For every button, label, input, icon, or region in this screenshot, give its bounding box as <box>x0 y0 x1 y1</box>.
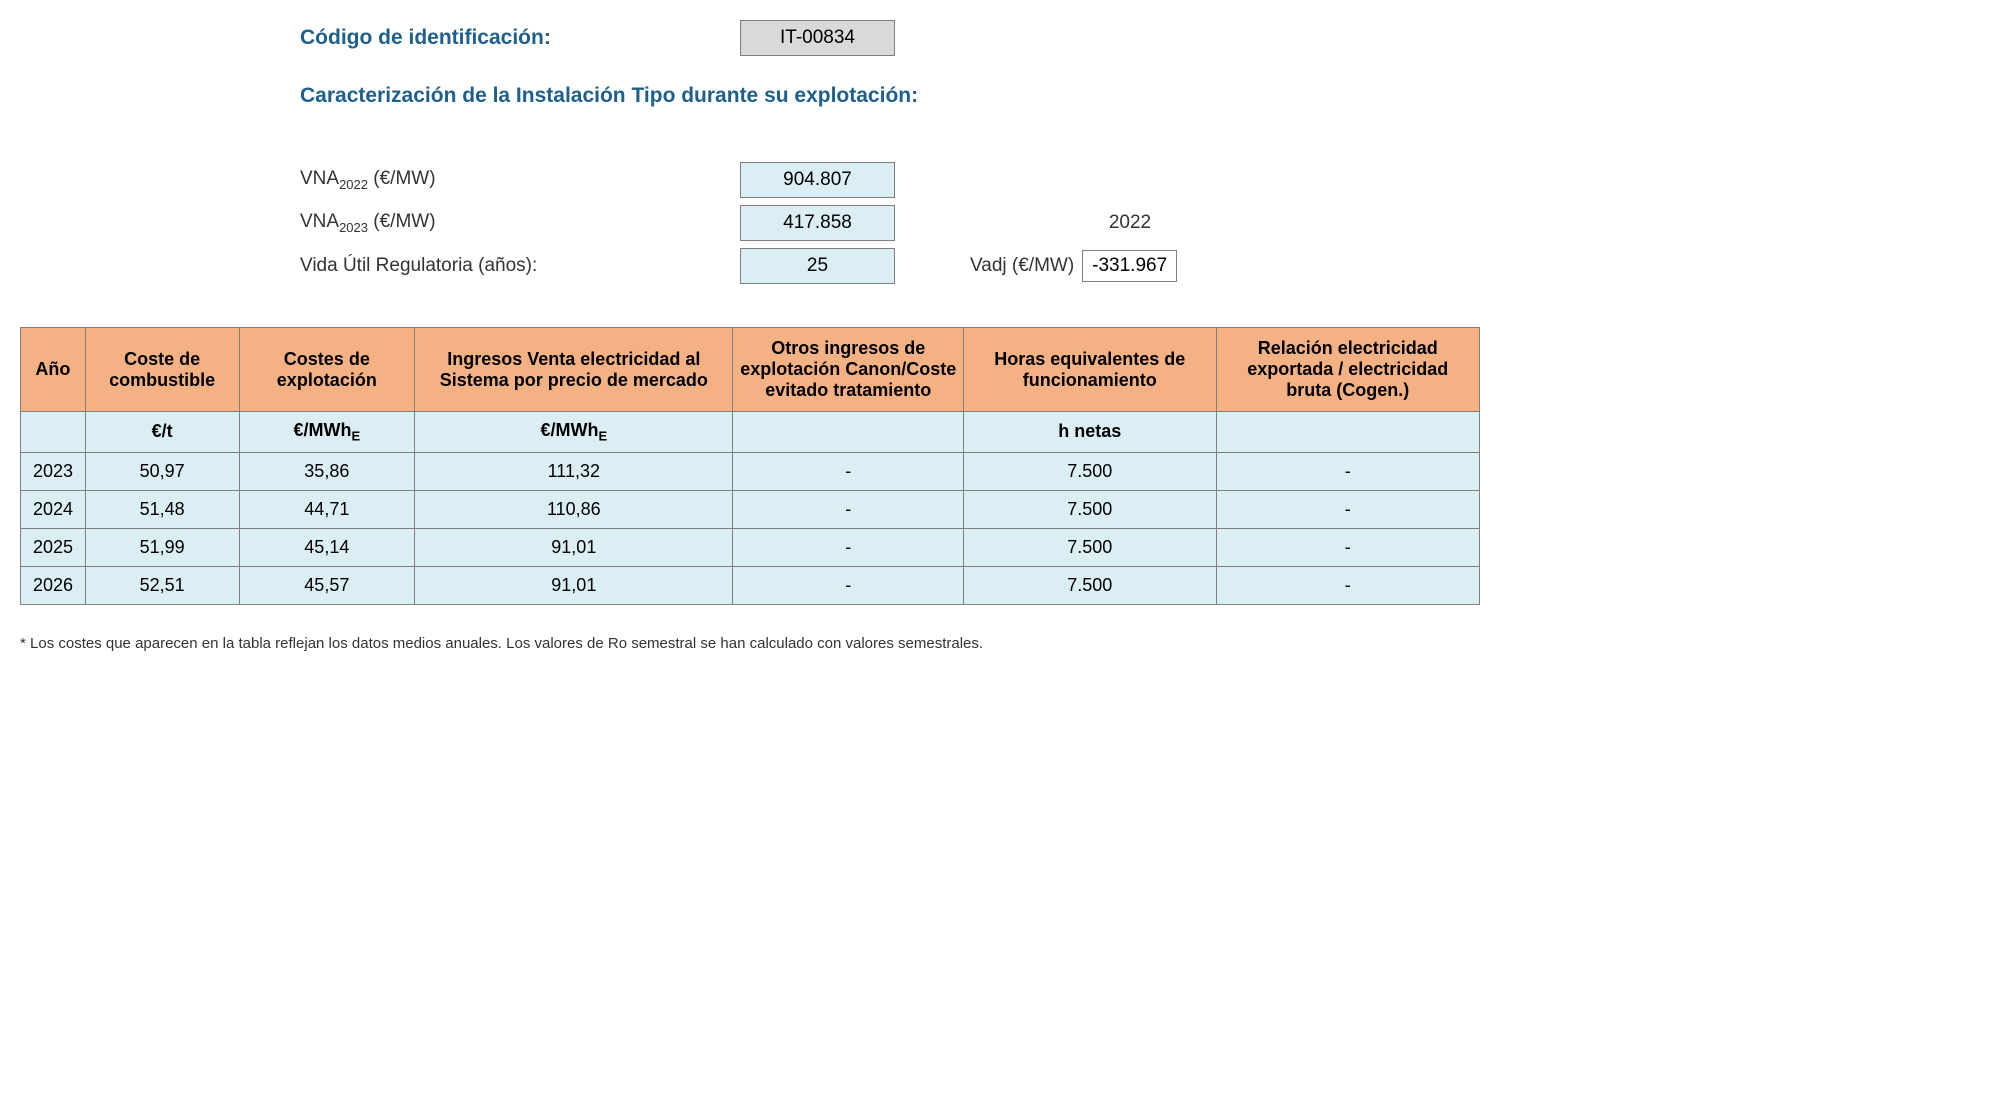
th-year: Año <box>21 328 86 412</box>
th-exploit: Costes de explotación <box>239 328 415 412</box>
id-label: Código de identificación: <box>300 26 740 50</box>
th-relation: Relación electricidad exportada / electr… <box>1216 328 1480 412</box>
vna2022-label: VNA2022 (€/MW) <box>300 168 740 192</box>
cell-fuel: 52,51 <box>85 566 239 604</box>
cell-year: 2025 <box>21 528 86 566</box>
unit-hours: h netas <box>964 412 1216 453</box>
id-value-box: IT-00834 <box>740 20 895 56</box>
vna2023-value: 417.858 <box>740 205 895 241</box>
cell-exploit: 35,86 <box>239 452 415 490</box>
vadj-value: -331.967 <box>1082 250 1177 282</box>
cell-hours: 7.500 <box>964 528 1216 566</box>
th-other: Otros ingresos de explotación Canon/Cost… <box>733 328 964 412</box>
table-row: 202451,4844,71110,86-7.500- <box>21 490 1480 528</box>
cell-hours: 7.500 <box>964 566 1216 604</box>
header-row: Año Coste de combustible Costes de explo… <box>21 328 1480 412</box>
cell-fuel: 50,97 <box>85 452 239 490</box>
units-row: €/t €/MWhE €/MWhE h netas <box>21 412 1480 453</box>
cell-year: 2024 <box>21 490 86 528</box>
cell-income: 111,32 <box>415 452 733 490</box>
cell-relation: - <box>1216 490 1480 528</box>
vida-value: 25 <box>740 248 895 284</box>
cell-year: 2023 <box>21 452 86 490</box>
cell-exploit: 44,71 <box>239 490 415 528</box>
unit-relation <box>1216 412 1480 453</box>
unit-fuel: €/t <box>85 412 239 453</box>
cell-hours: 7.500 <box>964 452 1216 490</box>
table-row: 202350,9735,86111,32-7.500- <box>21 452 1480 490</box>
cell-fuel: 51,48 <box>85 490 239 528</box>
vna2023-label: VNA2023 (€/MW) <box>300 211 740 235</box>
th-hours: Horas equivalentes de funcionamiento <box>964 328 1216 412</box>
vna2022-value: 904.807 <box>740 162 895 198</box>
cell-fuel: 51,99 <box>85 528 239 566</box>
cell-year: 2026 <box>21 566 86 604</box>
cell-relation: - <box>1216 528 1480 566</box>
cell-income: 91,01 <box>415 528 733 566</box>
table-row: 202551,9945,1491,01-7.500- <box>21 528 1480 566</box>
cell-relation: - <box>1216 566 1480 604</box>
vida-label: Vida Útil Regulatoria (años): <box>300 255 740 277</box>
cell-exploit: 45,57 <box>239 566 415 604</box>
cell-hours: 7.500 <box>964 490 1216 528</box>
unit-year <box>21 412 86 453</box>
th-fuel: Coste de combustible <box>85 328 239 412</box>
th-income: Ingresos Venta electricidad al Sistema p… <box>415 328 733 412</box>
cell-other: - <box>733 452 964 490</box>
cell-other: - <box>733 490 964 528</box>
unit-income: €/MWhE <box>415 412 733 453</box>
ref-year: 2022 <box>1085 212 1175 234</box>
table-row: 202652,5145,5791,01-7.500- <box>21 566 1480 604</box>
footnote: * Los costes que aparecen en la tabla re… <box>20 635 1480 652</box>
unit-exploit: €/MWhE <box>239 412 415 453</box>
cell-exploit: 45,14 <box>239 528 415 566</box>
cell-relation: - <box>1216 452 1480 490</box>
data-table: Año Coste de combustible Costes de explo… <box>20 327 1480 605</box>
sub-header: Caracterización de la Instalación Tipo d… <box>300 84 1480 108</box>
cell-other: - <box>733 528 964 566</box>
unit-other <box>733 412 964 453</box>
vadj-label: Vadj (€/MW) <box>970 255 1074 277</box>
cell-other: - <box>733 566 964 604</box>
cell-income: 110,86 <box>415 490 733 528</box>
cell-income: 91,01 <box>415 566 733 604</box>
